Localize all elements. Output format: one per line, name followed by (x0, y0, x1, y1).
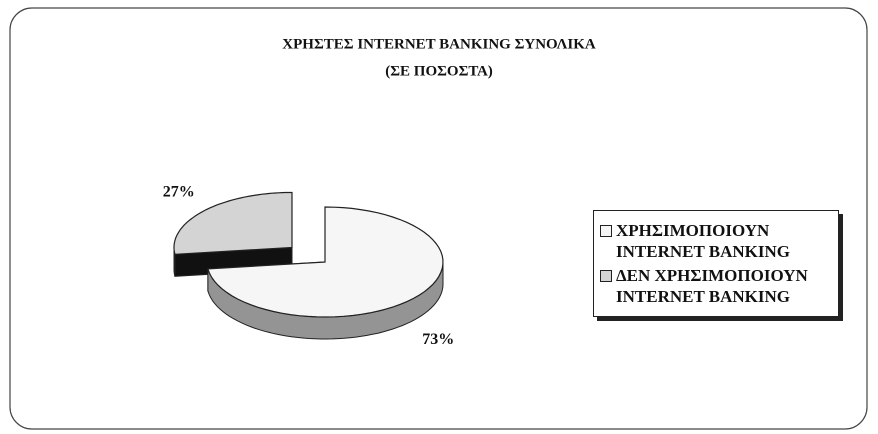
data-label: 73% (422, 331, 454, 348)
pie-slice (207, 206, 444, 318)
chart-frame (9, 7, 868, 430)
pie (173, 191, 444, 340)
chart-title: ΧΡΗΣΤΕΣ INTERNET BANKING ΣΥΝΟΛΙΚΑ (282, 36, 596, 52)
legend-item: ΧΡΗΣΙΜΟΠΟΙΟΥΝ INTERNET BANKING (600, 220, 834, 262)
chart-subtitle: (ΣΕ ΠΟΣΟΣΤΑ) (385, 63, 493, 79)
legend-swatch (600, 270, 612, 282)
legend-label: ΧΡΗΣΙΜΟΠΟΙΟΥΝ INTERNET BANKING (616, 221, 790, 261)
pie-slice (173, 191, 293, 255)
legend-item: ΔΕΝ ΧΡΗΣΙΜΟΠΟΙΟΥΝ INTERNET BANKING (600, 265, 834, 307)
data-label: 27% (163, 184, 195, 201)
legend-swatch (600, 225, 612, 237)
legend: ΧΡΗΣΙΜΟΠΟΙΟΥΝ INTERNET BANKING ΔΕΝ ΧΡΗΣΙΜ… (593, 210, 839, 317)
legend-label: ΔΕΝ ΧΡΗΣΙΜΟΠΟΙΟΥΝ INTERNET BANKING (616, 266, 808, 306)
